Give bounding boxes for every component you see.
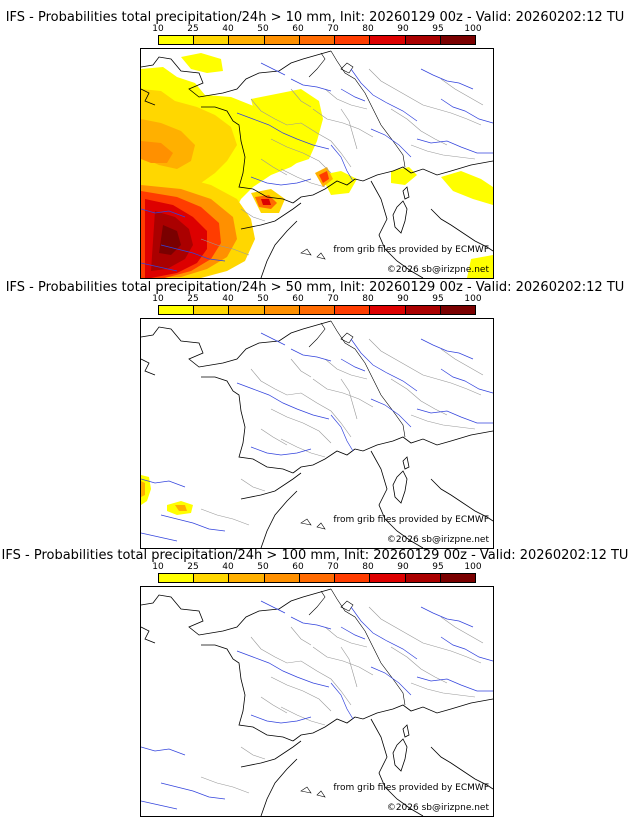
scale-tick: 100 xyxy=(464,294,482,304)
color-bar xyxy=(158,573,476,583)
scale-tick: 10 xyxy=(152,562,164,572)
color-swatch xyxy=(299,306,336,314)
color-swatch xyxy=(405,36,441,44)
panel-100mm: IFS - Probabilities total precipitation/… xyxy=(0,544,630,828)
color-swatch xyxy=(335,306,371,314)
scale-tick: 25 xyxy=(187,24,199,34)
color-swatch xyxy=(440,36,475,44)
map-canvas xyxy=(141,320,493,548)
color-scale: 10 25 40 50 60 70 80 90 95 100 xyxy=(152,24,482,48)
color-swatch xyxy=(264,574,300,582)
source-credit: from grib files provided by ECMWF xyxy=(333,515,489,525)
map-frame: from grib files provided by ECMWF ©2026 … xyxy=(140,586,494,817)
scale-tick: 100 xyxy=(464,562,482,572)
map-frame: from grib files provided by ECMWF ©2026 … xyxy=(140,48,494,279)
copyright-credit: ©2026 sb@irizpne.net xyxy=(386,803,489,813)
scale-tick: 90 xyxy=(397,24,409,34)
color-swatch xyxy=(194,306,230,314)
scale-tick: 50 xyxy=(257,562,269,572)
scale-tick: 80 xyxy=(362,24,374,34)
panel-title: IFS - Probabilities total precipitation/… xyxy=(1,548,629,563)
scale-tick: 100 xyxy=(464,24,482,34)
scale-tick: 60 xyxy=(292,562,304,572)
scale-tick: 10 xyxy=(152,24,164,34)
source-credit: from grib files provided by ECMWF xyxy=(333,783,489,793)
scale-tick: 10 xyxy=(152,294,164,304)
color-swatch xyxy=(194,574,230,582)
color-swatch xyxy=(335,36,371,44)
map-canvas xyxy=(141,588,493,816)
color-bar xyxy=(158,35,476,45)
source-credit: from grib files provided by ECMWF xyxy=(333,245,489,255)
scale-tick: 25 xyxy=(187,562,199,572)
scale-tick: 50 xyxy=(257,294,269,304)
scale-tick: 50 xyxy=(257,24,269,34)
map-canvas xyxy=(141,50,493,278)
color-scale: 10 25 40 50 60 70 80 90 95 100 xyxy=(152,562,482,586)
scale-tick: 40 xyxy=(222,562,234,572)
color-swatch xyxy=(299,574,336,582)
scale-tick: 95 xyxy=(432,24,444,34)
color-swatch xyxy=(440,306,475,314)
color-swatch xyxy=(370,36,406,44)
precip-shading xyxy=(141,53,493,278)
scale-tick: 90 xyxy=(397,562,409,572)
scale-tick: 90 xyxy=(397,294,409,304)
scale-tick: 95 xyxy=(432,294,444,304)
color-scale: 10 25 40 50 60 70 80 90 95 100 xyxy=(152,294,482,318)
color-swatch xyxy=(159,306,195,314)
color-swatch xyxy=(264,36,300,44)
scale-tick: 60 xyxy=(292,294,304,304)
scale-tick: 70 xyxy=(327,294,339,304)
scale-tick: 40 xyxy=(222,24,234,34)
panel-10mm: IFS - Probabilities total precipitation/… xyxy=(0,0,630,279)
scale-tick: 25 xyxy=(187,294,199,304)
color-swatch xyxy=(440,574,475,582)
scale-tick: 40 xyxy=(222,294,234,304)
copyright-credit: ©2026 sb@irizpne.net xyxy=(386,535,489,545)
scale-tick: 95 xyxy=(432,562,444,572)
color-swatch xyxy=(370,574,406,582)
color-swatch xyxy=(229,306,265,314)
color-swatch xyxy=(299,36,336,44)
color-bar xyxy=(158,305,476,315)
color-swatch xyxy=(264,306,300,314)
scale-tick: 80 xyxy=(362,562,374,572)
color-swatch xyxy=(159,36,195,44)
color-swatch xyxy=(229,574,265,582)
copyright-credit: ©2026 sb@irizpne.net xyxy=(386,265,489,275)
color-swatch xyxy=(159,574,195,582)
precip-shading xyxy=(141,475,193,515)
panel-50mm: IFS - Probabilities total precipitation/… xyxy=(0,276,630,552)
color-swatch xyxy=(405,574,441,582)
scale-tick: 80 xyxy=(362,294,374,304)
scale-tick: 60 xyxy=(292,24,304,34)
scale-tick: 70 xyxy=(327,562,339,572)
scale-tick: 70 xyxy=(327,24,339,34)
color-swatch xyxy=(405,306,441,314)
color-swatch xyxy=(194,36,230,44)
color-swatch xyxy=(229,36,265,44)
map-frame: from grib files provided by ECMWF ©2026 … xyxy=(140,318,494,549)
panel-title: IFS - Probabilities total precipitation/… xyxy=(5,280,625,295)
color-swatch xyxy=(370,306,406,314)
color-swatch xyxy=(335,574,371,582)
panel-title: IFS - Probabilities total precipitation/… xyxy=(5,10,625,25)
